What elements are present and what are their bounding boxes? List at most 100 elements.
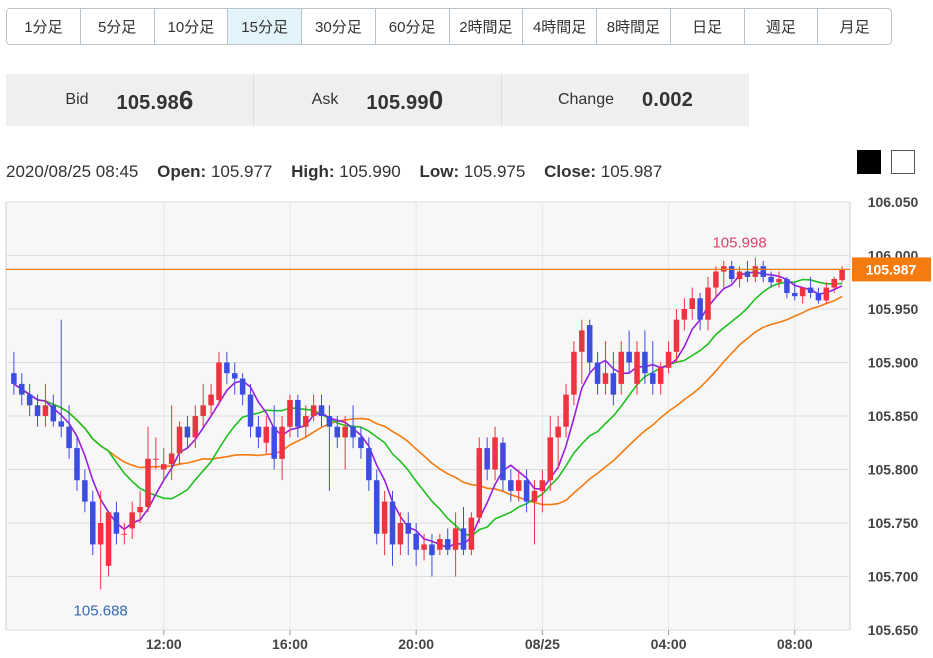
timeframe-tab[interactable]: 日足 (670, 9, 745, 44)
candle-body (626, 351, 632, 363)
candle-body (334, 426, 341, 438)
candle-body (429, 544, 435, 556)
ohlc-datetime: 2020/08/25 08:45 (6, 162, 139, 181)
timeframe-tab[interactable]: 1分足 (7, 9, 81, 44)
dark-theme-button[interactable] (857, 150, 881, 174)
open-value: 105.977 (210, 162, 273, 181)
candle-body (792, 292, 798, 297)
bid-value-main: 105.98 (116, 91, 179, 114)
candle-body (713, 271, 719, 288)
candle-body (168, 453, 175, 465)
ma-slow-line (13, 295, 843, 506)
candle-body (326, 416, 333, 427)
timeframe-tab[interactable]: 月足 (818, 9, 891, 44)
candle-body (200, 405, 206, 416)
candle-body (484, 448, 490, 470)
candle-body (634, 351, 640, 384)
candle-body (531, 490, 538, 502)
candle-body (547, 437, 554, 481)
candle-body (397, 523, 404, 545)
current-price-tag (852, 257, 931, 282)
bid-cell: Bid 105.986 (6, 74, 254, 126)
ask-value-main: 105.99 (366, 91, 429, 114)
candle-body (271, 426, 277, 459)
candlestick-chart[interactable]: 106.050106.000105.950105.900105.850105.8… (0, 190, 933, 658)
candle-body (113, 512, 120, 534)
candle-body (815, 292, 822, 301)
candle-body (160, 464, 167, 470)
light-theme-button[interactable] (891, 150, 915, 174)
candle-body (358, 437, 364, 449)
candle-body (208, 394, 214, 406)
candle-body (66, 426, 72, 449)
y-tick-label: 105.650 (868, 622, 919, 638)
candle-body (602, 373, 609, 384)
candle-body (689, 298, 696, 309)
candle-body (523, 480, 530, 502)
timeframe-tab[interactable]: 4時間足 (523, 9, 597, 44)
candle-body (129, 512, 135, 529)
candle-body (768, 276, 774, 283)
candle-body (145, 458, 151, 507)
timeframe-tab[interactable]: 5分足 (80, 9, 155, 44)
high-annotation: 105.998 (712, 235, 766, 252)
candle-body (11, 373, 17, 384)
close-value: 105.987 (600, 162, 663, 181)
x-tick-label: 20:00 (398, 636, 434, 652)
candle-body (381, 501, 388, 534)
candle-body (310, 405, 317, 416)
candle-body (279, 426, 285, 459)
x-tick-label: 04:00 (651, 636, 687, 652)
candle-body (366, 448, 372, 481)
candle-body (555, 426, 561, 438)
close-label: Close: (544, 162, 597, 181)
ask-value-pip: 0 (428, 84, 444, 115)
candle-body (823, 287, 830, 301)
candle-body (34, 405, 41, 416)
ask-cell: Ask 105.990 (254, 74, 502, 126)
candle-body (784, 279, 790, 293)
candle-body (807, 287, 814, 293)
timeframe-tab[interactable]: 8時間足 (597, 9, 671, 44)
open-label: Open: (157, 162, 207, 181)
candle-body (444, 539, 451, 550)
candle-body (231, 373, 238, 379)
y-tick-label: 105.900 (868, 355, 919, 371)
candle-body (610, 373, 617, 395)
candle-body (776, 279, 782, 283)
candle-body (618, 351, 625, 384)
candle-body (105, 512, 112, 566)
candle-body (594, 362, 601, 384)
candle-body (673, 319, 680, 352)
candle-body (413, 533, 419, 550)
timeframe-tab[interactable]: 30分足 (302, 9, 376, 44)
candle-body (42, 405, 49, 416)
candle-body (318, 405, 325, 416)
timeframe-tab[interactable]: 15分足 (228, 9, 302, 44)
timeframe-tab[interactable]: 2時間足 (449, 9, 524, 44)
candle-body (500, 442, 506, 481)
candle-body (515, 480, 522, 491)
timeframe-tab[interactable]: 週足 (744, 9, 819, 44)
candle-body (26, 394, 33, 406)
high-value: 105.990 (339, 162, 401, 181)
timeframe-tab[interactable]: 60分足 (375, 9, 450, 44)
candle-body (665, 351, 672, 368)
candle-body (58, 421, 64, 427)
low-label: Low: (419, 162, 460, 181)
candle-body (50, 405, 57, 422)
current-price-label: 105.987 (866, 261, 917, 277)
x-tick-label: 08/25 (525, 636, 560, 652)
candle-body (82, 480, 88, 502)
candle-body (287, 399, 293, 427)
ask-label: Ask (311, 91, 339, 108)
candle-body (508, 480, 514, 491)
timeframe-tab[interactable]: 10分足 (154, 9, 229, 44)
candle-body (176, 426, 183, 454)
candle-body (437, 539, 443, 550)
candle-body (460, 528, 467, 550)
x-tick-label: 12:00 (146, 636, 182, 652)
y-tick-label: 105.800 (868, 462, 919, 478)
candle-body (350, 426, 356, 438)
candle-body (705, 287, 711, 320)
